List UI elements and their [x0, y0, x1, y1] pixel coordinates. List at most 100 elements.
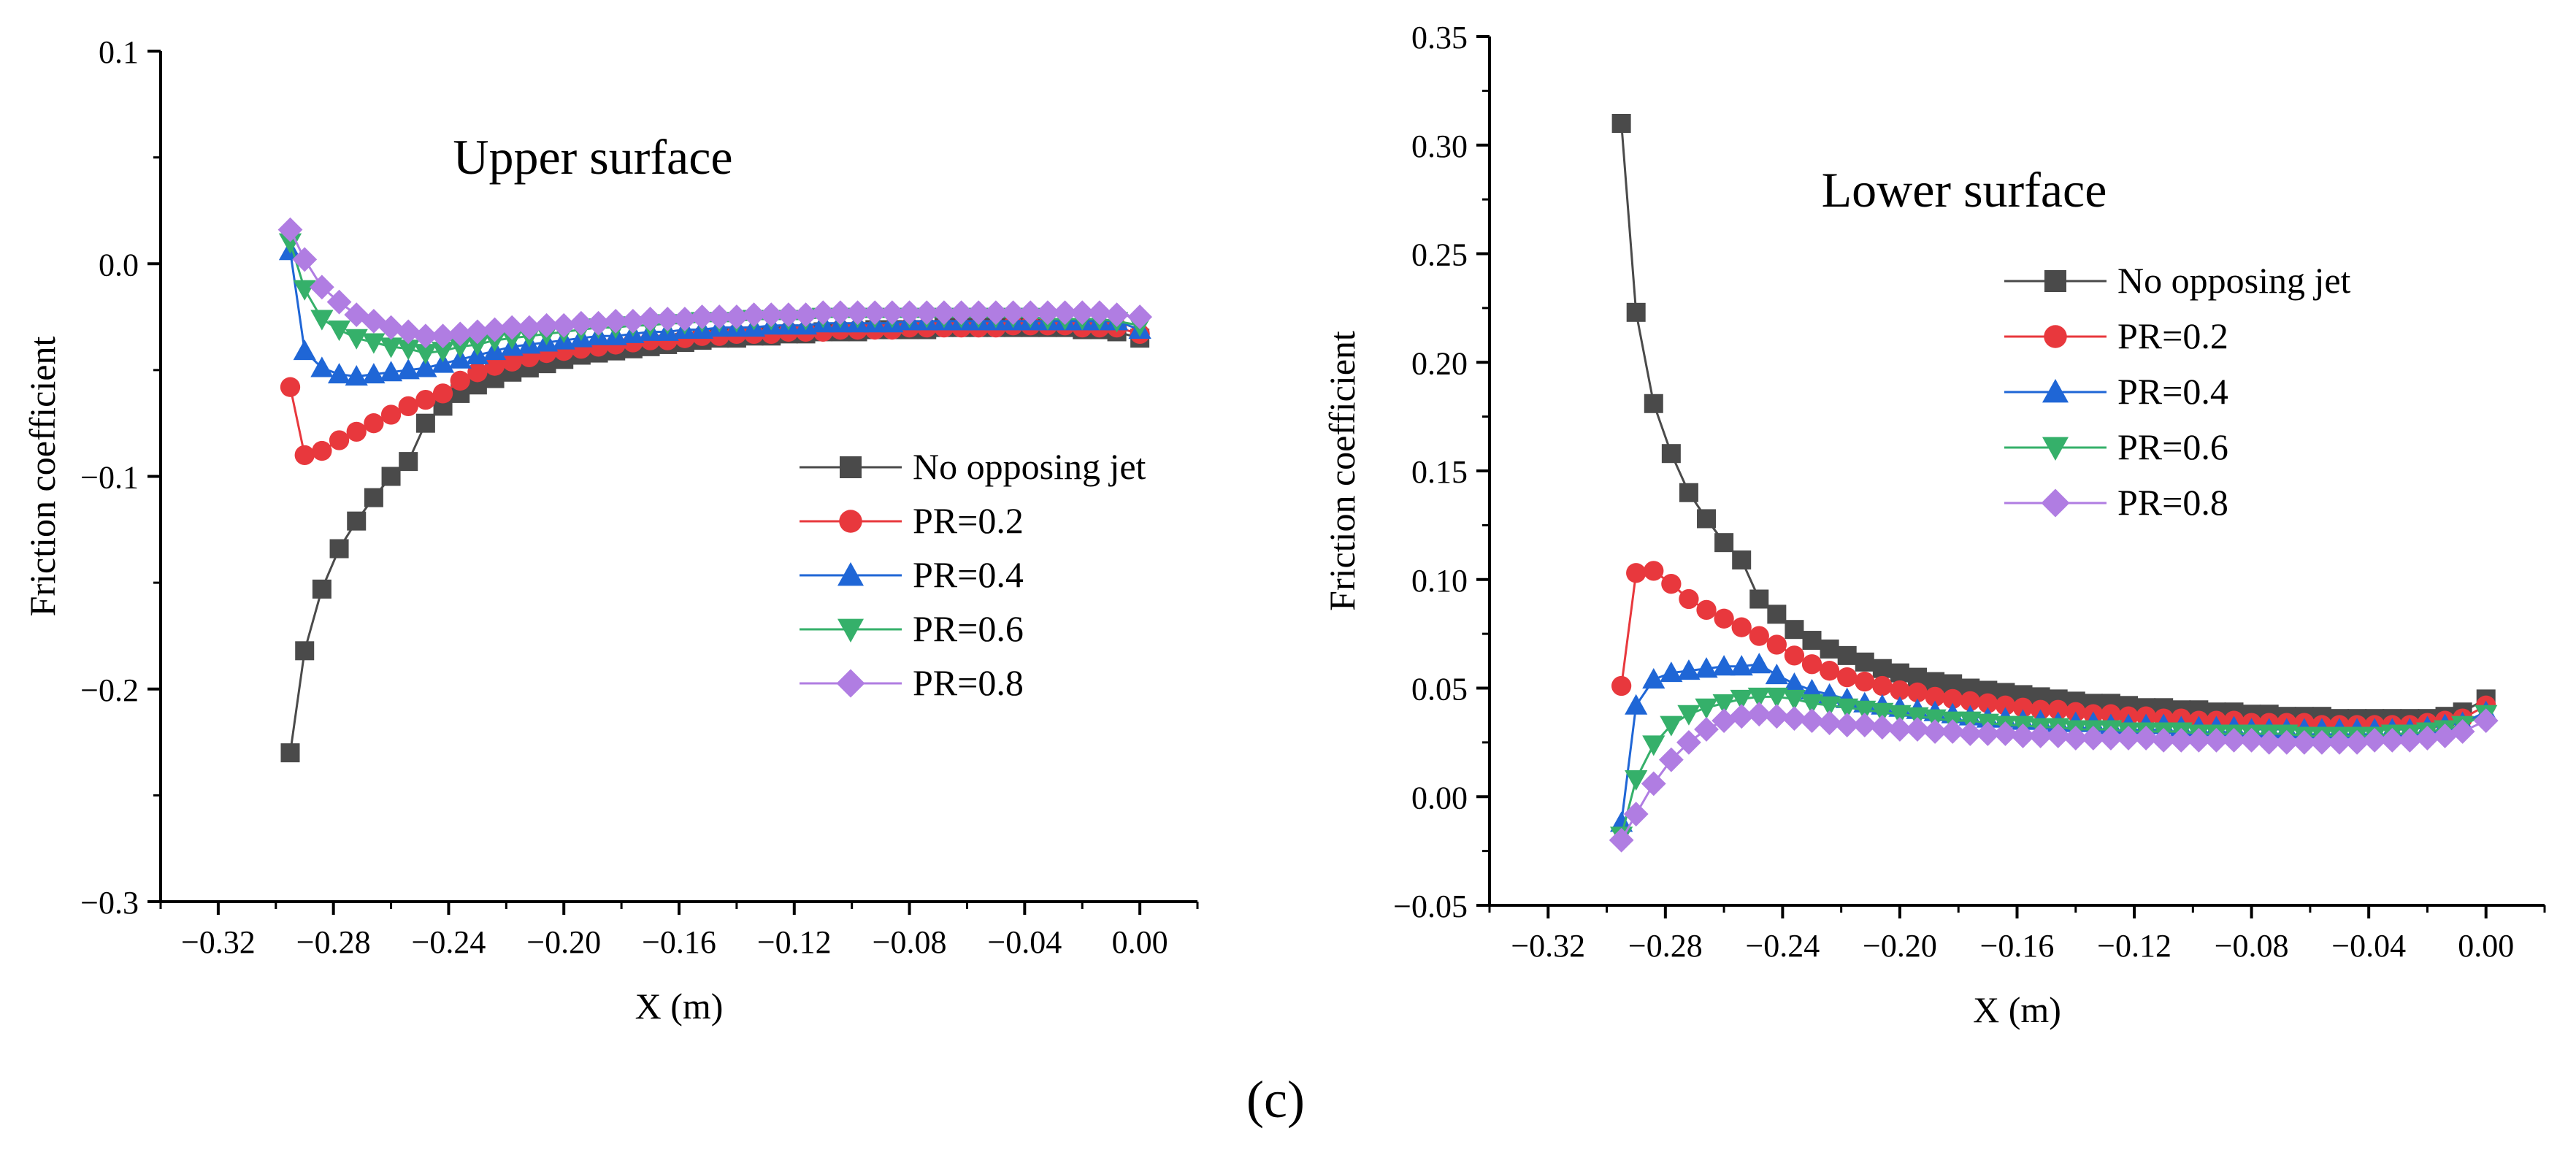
- data-point-pr-0-2: [1626, 563, 1647, 583]
- data-point-pr-0-8: [1817, 710, 1842, 735]
- data-point-pr-0-8: [793, 302, 819, 328]
- data-point-pr-0-4: [1660, 661, 1683, 683]
- data-point-pr-0-6: [1660, 715, 1683, 737]
- legend-marker-pr-0-6: [2042, 437, 2069, 461]
- data-point-pr-0-8: [2045, 724, 2071, 748]
- data-point-pr-0-6: [1747, 687, 1771, 708]
- data-point-pr-0-8: [879, 300, 905, 326]
- data-point-pr-0-6: [396, 339, 420, 361]
- data-point-pr-0-8: [603, 308, 629, 334]
- data-point-no-opposing-jet: [1679, 483, 1698, 502]
- data-point-pr-0-8: [1905, 717, 1930, 742]
- data-point-pr-0-2: [1679, 588, 1699, 610]
- data-point-pr-0-8: [983, 300, 1008, 326]
- data-point-pr-0-2: [1661, 574, 1682, 594]
- data-point-pr-0-8: [1869, 715, 1895, 740]
- data-point-no-opposing-jet: [1837, 645, 1857, 665]
- data-point-pr-0-6: [1836, 698, 1859, 719]
- y-tick-label: 0.35: [1411, 20, 1468, 55]
- data-point-pr-0-6: [310, 310, 334, 331]
- data-point-pr-0-8: [1609, 827, 1634, 853]
- data-point-pr-0-4: [448, 348, 472, 369]
- x-tick-label: −0.08: [2215, 928, 2289, 964]
- x-axis-label: X (m): [1973, 989, 2061, 1030]
- data-point-pr-0-8: [827, 300, 853, 326]
- data-point-pr-0-8: [1975, 721, 2001, 746]
- data-point-pr-0-6: [414, 344, 437, 365]
- x-tick-label: −0.12: [757, 924, 832, 960]
- legend-label-pr-0-4: PR=0.4: [2117, 371, 2228, 412]
- data-point-pr-0-8: [2080, 726, 2106, 751]
- data-point-pr-0-8: [2473, 708, 2499, 734]
- data-point-pr-0-2: [2048, 699, 2069, 720]
- data-point-no-opposing-jet: [1661, 444, 1681, 464]
- y-tick-label: −0.3: [80, 885, 139, 921]
- data-point-pr-0-8: [413, 323, 438, 349]
- data-point-pr-0-8: [2291, 729, 2317, 755]
- data-point-pr-0-8: [1799, 708, 1825, 734]
- data-point-pr-0-4: [1712, 655, 1736, 676]
- data-point-pr-0-8: [396, 319, 421, 345]
- data-point-pr-0-2: [502, 351, 522, 372]
- data-point-pr-0-4: [379, 361, 403, 382]
- legend-label-pr-0-2: PR=0.2: [913, 500, 1024, 541]
- data-point-pr-0-8: [707, 304, 732, 329]
- data-point-pr-0-8: [897, 300, 922, 326]
- figure-label: (c): [1246, 1070, 1305, 1129]
- data-point-pr-0-2: [1749, 626, 1769, 646]
- data-point-pr-0-4: [362, 363, 386, 384]
- data-point-pr-0-8: [1641, 771, 1666, 797]
- data-point-pr-0-4: [310, 356, 334, 377]
- data-point-no-opposing-jet: [295, 641, 315, 661]
- data-point-no-opposing-jet: [280, 743, 300, 763]
- data-point-pr-0-8: [551, 312, 577, 338]
- x-tick-label: 0.00: [1112, 924, 1168, 960]
- upper-surface-chart: −0.3 −0.2 −0.1 0.0 0.1 −0.32 −0.28 −0.24 −0.20 −0…: [22, 34, 1199, 1027]
- data-point-pr-0-2: [1837, 667, 1858, 688]
- data-point-pr-0-8: [1676, 729, 1701, 755]
- x-tick-label: −0.32: [1511, 928, 1585, 964]
- data-point-pr-0-8: [1852, 713, 1877, 737]
- data-point-pr-0-8: [1070, 300, 1095, 326]
- series-pr-0-8: [277, 217, 1153, 349]
- data-point-pr-0-2: [1731, 617, 1752, 637]
- data-point-pr-0-8: [2028, 724, 2053, 748]
- data-point-pr-0-2: [1855, 671, 1875, 692]
- data-point-pr-0-8: [1958, 721, 1983, 746]
- data-point-pr-0-8: [1104, 302, 1130, 328]
- x-tick-label: −0.20: [526, 924, 601, 960]
- legend-marker-pr-0-4: [2042, 379, 2069, 403]
- data-point-pr-0-4: [1782, 672, 1806, 694]
- y-tick-label: 0.10: [1411, 563, 1468, 599]
- data-point-pr-0-8: [2380, 728, 2405, 753]
- data-point-no-opposing-jet: [399, 452, 418, 472]
- legend-label-pr-0-8: PR=0.8: [913, 662, 1024, 703]
- data-point-pr-0-6: [362, 333, 386, 354]
- data-point-pr-0-8: [1018, 300, 1043, 326]
- data-point-pr-0-8: [464, 319, 490, 345]
- legend-label-pr-0-8: PR=0.8: [2117, 482, 2228, 523]
- data-point-pr-0-6: [1888, 705, 1912, 726]
- data-point-pr-0-8: [499, 315, 525, 340]
- legend-marker-pr-0-8: [2041, 488, 2070, 518]
- x-tick-label: −0.24: [1745, 928, 1820, 964]
- data-point-pr-0-8: [1035, 300, 1060, 326]
- data-point-pr-0-6: [293, 280, 316, 301]
- data-point-pr-0-8: [1887, 717, 1912, 742]
- data-point-pr-0-8: [948, 300, 974, 326]
- data-point-pr-0-2: [329, 430, 350, 450]
- x-tick-label: −0.32: [181, 924, 256, 960]
- data-point-no-opposing-jet: [1644, 394, 1663, 413]
- data-point-pr-0-2: [1696, 599, 1717, 621]
- data-point-pr-0-8: [1923, 719, 1948, 744]
- data-point-pr-0-8: [482, 317, 507, 342]
- data-point-pr-0-6: [448, 337, 472, 358]
- x-tick-label: 0.00: [2458, 928, 2514, 964]
- data-point-pr-0-2: [1907, 682, 1928, 703]
- data-point-pr-0-8: [2450, 719, 2475, 744]
- data-point-pr-0-4: [327, 363, 351, 384]
- data-point-no-opposing-jet: [1732, 550, 1752, 569]
- data-point-pr-0-8: [2151, 728, 2177, 753]
- data-point-pr-0-2: [364, 413, 384, 434]
- data-point-pr-0-4: [1695, 657, 1718, 678]
